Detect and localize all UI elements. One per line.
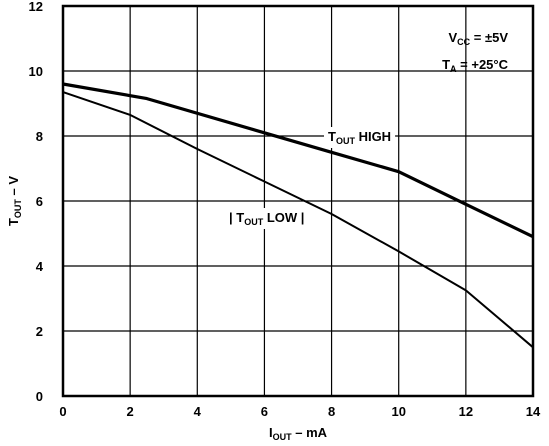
y-tick-labels: 0 2 4 6 8 10 12 <box>29 0 44 404</box>
y-tick-label: 12 <box>29 0 43 14</box>
x-tick-label: 6 <box>261 404 268 419</box>
series-label-background <box>324 127 396 148</box>
y-tick-label: 4 <box>36 259 44 274</box>
series-label: TOUT HIGH <box>328 129 391 146</box>
chart-labels: IOUT – mA TOUT – V VCC = ±5V TA = +25°C TOUT… <box>6 30 509 442</box>
y-tick-label: 0 <box>36 389 43 404</box>
x-tick-labels: 0 2 4 6 8 10 12 14 <box>59 404 541 419</box>
x-tick-label: 10 <box>391 404 405 419</box>
condition-annotation: VCC = ±5V <box>448 30 508 47</box>
series-line-1 <box>62 91 534 349</box>
y-tick-label: 2 <box>36 324 43 339</box>
series-line-0 <box>62 82 534 239</box>
condition-annotation: TA = +25°C <box>442 57 509 74</box>
x-tick-label: 0 <box>59 404 66 419</box>
x-axis-title: IOUT – mA <box>269 425 328 442</box>
x-tick-label: 4 <box>194 404 202 419</box>
grid-lines <box>63 6 533 396</box>
y-axis-title: TOUT – V <box>6 176 23 226</box>
y-tick-label: 8 <box>36 129 43 144</box>
y-tick-label: 10 <box>29 64 43 79</box>
plot-frame <box>61 4 535 398</box>
x-tick-label: 12 <box>459 404 473 419</box>
x-tick-label: 8 <box>328 404 335 419</box>
x-tick-label: 2 <box>127 404 134 419</box>
series-lines <box>62 82 534 349</box>
y-tick-label: 6 <box>36 194 43 209</box>
series-label: | TOUT LOW | <box>229 210 304 227</box>
x-tick-label: 14 <box>526 404 541 419</box>
series-label-background <box>225 208 309 229</box>
